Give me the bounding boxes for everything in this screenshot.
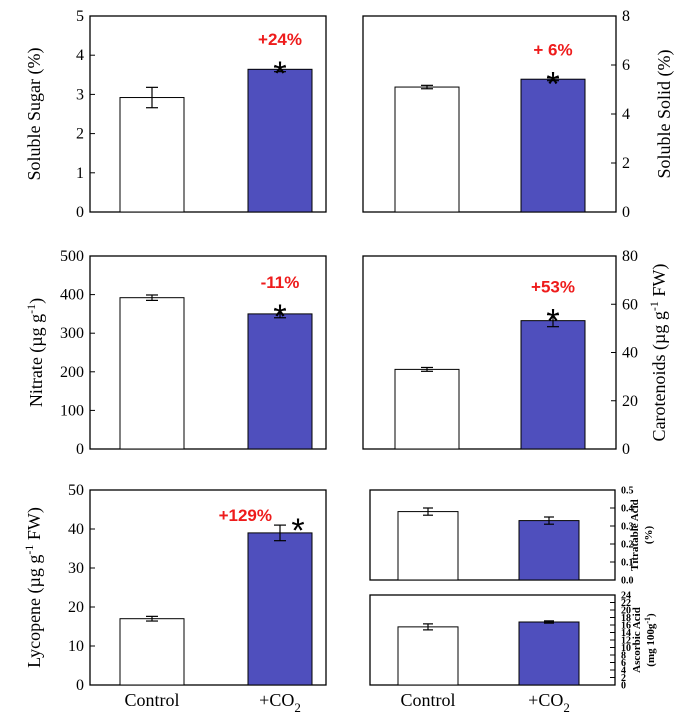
y-tick-label: 20 xyxy=(621,606,631,617)
y-tick-label: 100 xyxy=(60,402,84,419)
y-tick-label: 500 xyxy=(60,248,84,265)
percent-change-label: -11% xyxy=(261,273,300,292)
chart-titratable-acid: 0.0 0.1 0.2 0.3 0.4 0.5 Titratable Acid (%) xyxy=(369,486,655,587)
significance-star: * xyxy=(546,66,559,104)
bar-co2 xyxy=(518,520,580,581)
plot-frame xyxy=(89,15,327,213)
y-tick-label: 20 xyxy=(622,393,638,410)
y-tick-label: 2 xyxy=(76,126,84,143)
x-label-co2-right: +CO2 xyxy=(528,690,570,715)
y-tick-label: 80 xyxy=(622,248,638,265)
y-axis-label: Titratable Acid xyxy=(629,499,641,571)
y-tick-label: 4 xyxy=(622,106,630,123)
y-tick-label: 2 xyxy=(621,673,626,684)
bar-co2 xyxy=(247,313,313,450)
y-axis-label: Soluble Solid (%) xyxy=(654,49,675,178)
y-tick-label: 0.0 xyxy=(621,576,634,587)
y-tick-label: 0.2 xyxy=(621,540,634,551)
y-tick-label: 300 xyxy=(60,325,84,342)
y-tick-label: 4 xyxy=(621,666,626,677)
significance-star: * xyxy=(273,55,286,93)
y-tick-label: 24 xyxy=(621,591,631,602)
bar-control xyxy=(397,626,459,686)
plot-frame xyxy=(89,255,327,450)
y-tick-label: 0 xyxy=(76,204,84,221)
y-axis-label: Lycopene (µg g-1 FW) xyxy=(22,507,45,668)
significance-star: * xyxy=(546,303,559,341)
bar-co2 xyxy=(247,68,313,213)
plot-frame xyxy=(89,489,327,686)
y-tick-label: 12 xyxy=(621,636,631,647)
y-tick-label: 5 xyxy=(76,8,84,25)
y-tick-label: 10 xyxy=(68,638,84,655)
percent-change-label: +129% xyxy=(219,506,272,525)
y-tick-label: 6 xyxy=(621,658,626,669)
y-tick-label: 14 xyxy=(621,628,631,639)
y-tick-label: 30 xyxy=(68,560,84,577)
x-label-co2-left: +CO2 xyxy=(259,690,301,715)
chart-nitrate: 0 100 200 300 400 500 * -11% Nitrate (µg g-1) xyxy=(24,248,327,458)
y-tick-label: 8 xyxy=(622,8,630,25)
y-tick-label: 0 xyxy=(622,204,630,221)
y-tick-label: 0.3 xyxy=(621,522,634,533)
x-label-control-right: Control xyxy=(400,690,455,710)
y-tick-label: 4 xyxy=(76,47,84,64)
significance-star: * xyxy=(273,298,286,336)
y-tick-label: 20 xyxy=(68,599,84,616)
y-tick-label: 60 xyxy=(622,296,638,313)
bar-control xyxy=(394,86,460,213)
y-tick-label: 0 xyxy=(76,677,84,694)
bar-control xyxy=(119,97,185,213)
bar-co2 xyxy=(520,78,586,213)
bar-co2 xyxy=(518,621,580,686)
y-tick-label: 50 xyxy=(68,482,84,499)
y-tick-label: 200 xyxy=(60,364,84,381)
y-axis-label-units: (%) xyxy=(643,526,655,545)
y-tick-label: 40 xyxy=(622,345,638,362)
y-tick-label: 8 xyxy=(621,651,626,662)
significance-star: * xyxy=(291,512,304,550)
y-tick-label: 18 xyxy=(621,613,631,624)
bar-control xyxy=(119,618,185,686)
chart-soluble-sugar: 0 1 2 3 4 5 * +24% Soluble Sugar (%) xyxy=(24,8,327,221)
y-tick-label: 10 xyxy=(621,643,631,654)
chart-lycopene: 0 10 20 30 40 50 +129% * Lycopene (µg g-1 FW) xyxy=(22,482,327,694)
y-tick-label: 400 xyxy=(60,287,84,304)
y-tick-label: 0.5 xyxy=(621,486,634,497)
percent-change-label: +53% xyxy=(531,278,575,297)
chart-carotenoids: 0 20 40 60 80 * +53% Carotenoids (µg g-1 FW) xyxy=(362,248,670,458)
bar-control xyxy=(119,297,185,450)
y-tick-label: 16 xyxy=(621,621,631,632)
y-tick-label: 0 xyxy=(76,441,84,458)
percent-change-label: +24% xyxy=(258,30,302,49)
bar-control xyxy=(397,511,459,581)
bar-co2 xyxy=(520,320,586,450)
y-tick-label: 0.4 xyxy=(621,504,634,515)
bar-co2 xyxy=(247,532,313,686)
y-tick-label: 0 xyxy=(622,441,630,458)
y-tick-label: 6 xyxy=(622,57,630,74)
y-axis-label: Soluble Sugar (%) xyxy=(24,48,45,181)
chart-soluble-solid: 0 2 4 6 8 * + 6% Soluble Solid (%) xyxy=(362,8,675,221)
y-axis-label: Carotenoids (µg g-1 FW) xyxy=(647,264,670,442)
y-axis-label: Ascorbic Acid xyxy=(631,607,643,673)
percent-change-label: + 6% xyxy=(533,41,572,60)
y-tick-label: 22 xyxy=(621,598,631,609)
y-axis-label: Nitrate (µg g-1) xyxy=(24,298,47,407)
y-axis-label-units: (mg 100g-1) xyxy=(643,613,657,667)
y-tick-label: 40 xyxy=(68,521,84,538)
y-tick-label: 2 xyxy=(622,155,630,172)
x-label-control-left: Control xyxy=(124,690,179,710)
y-tick-label: 0 xyxy=(621,681,626,692)
bar-control xyxy=(394,368,460,450)
plot-frame xyxy=(369,489,616,581)
y-tick-label: 0.1 xyxy=(621,558,634,569)
y-tick-label: 3 xyxy=(76,86,84,103)
y-tick-label: 1 xyxy=(76,165,84,182)
